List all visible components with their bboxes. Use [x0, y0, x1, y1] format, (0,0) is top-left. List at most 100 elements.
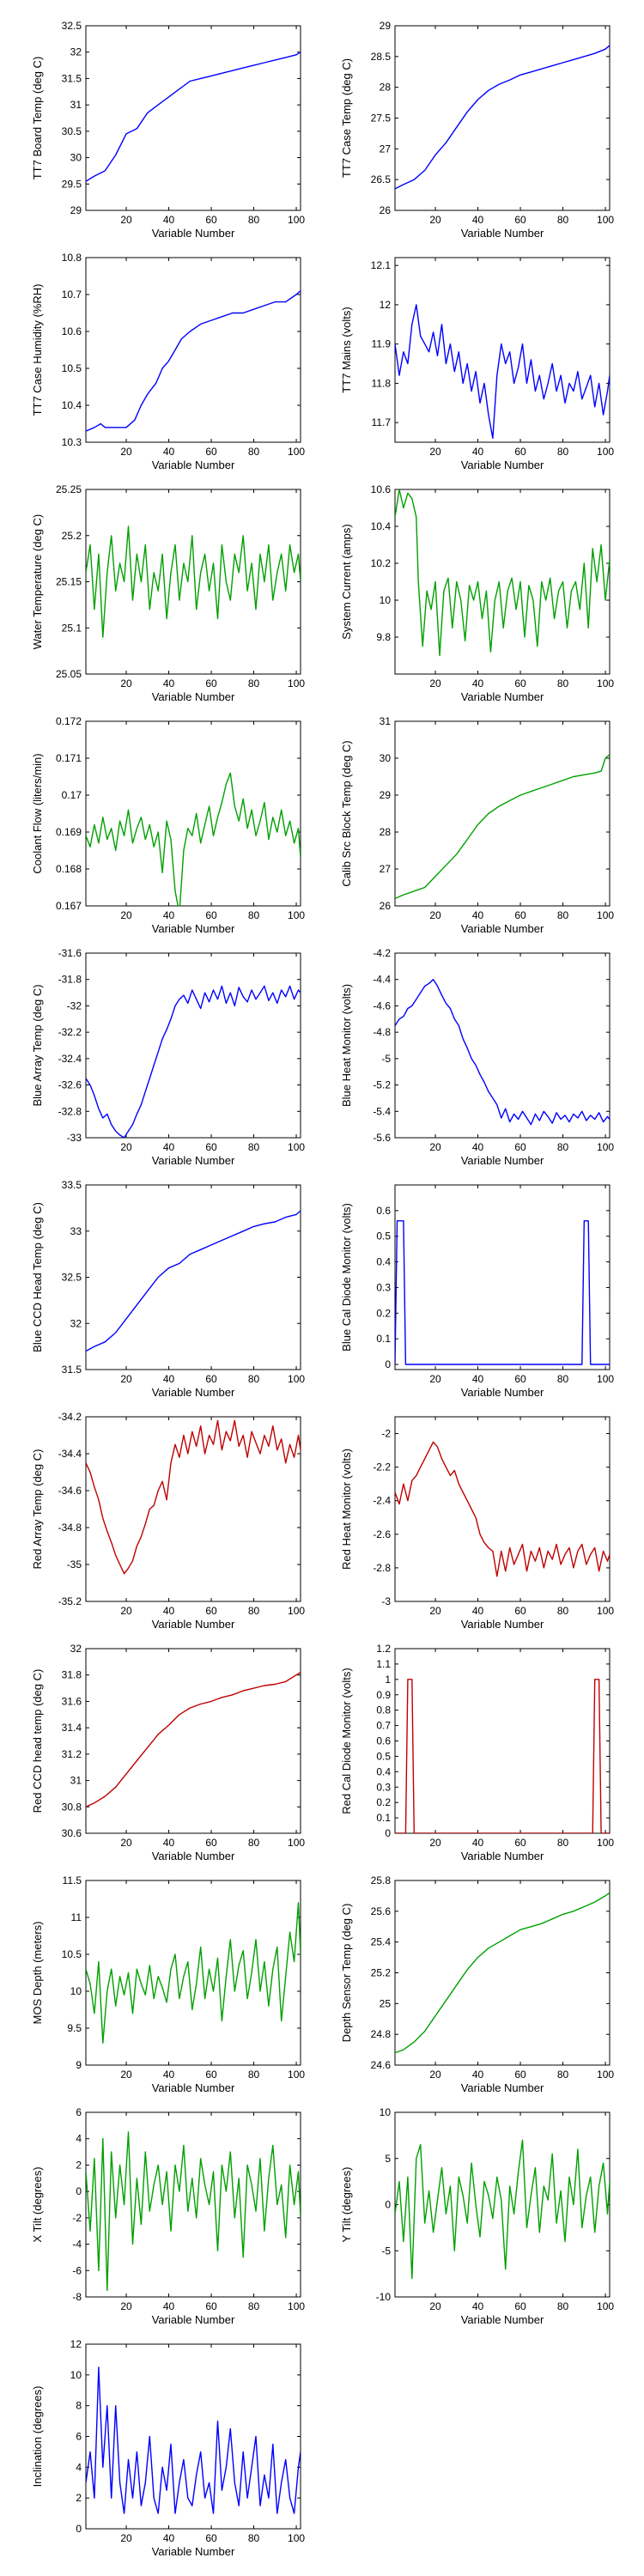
x-tick-label: 80	[557, 2300, 569, 2312]
y-tick-label: -4	[72, 2239, 82, 2251]
y-tick-label: 0	[76, 2523, 82, 2535]
y-tick-label: 0.167	[56, 900, 82, 912]
x-tick-label: 40	[163, 446, 175, 458]
y-tick-label: 11	[71, 1911, 82, 1923]
x-tick-label: 60	[205, 909, 217, 921]
y-tick-label: 24.6	[371, 2059, 392, 2071]
series-line	[395, 1892, 610, 2054]
y-tick-label: -5	[381, 1053, 391, 1065]
y-tick-label: 5	[385, 2153, 391, 2165]
x-tick-label: 100	[288, 1837, 305, 1849]
y-tick-label: 31.5	[62, 1364, 82, 1376]
y-axis-label: Calib Src Block Temp (deg C)	[340, 740, 353, 886]
y-tick-label: -4.6	[373, 999, 391, 1012]
x-tick-label: 20	[120, 2069, 132, 2081]
x-tick-label: 20	[429, 2069, 441, 2081]
y-tick-label: 0.3	[376, 1281, 391, 1293]
y-tick-label: 25.1	[62, 622, 82, 634]
x-tick-label: 20	[120, 1141, 132, 1153]
y-tick-label: 11.9	[372, 338, 392, 350]
y-tick-label: 31.6	[62, 1695, 82, 1707]
y-tick-label: 31	[380, 715, 392, 727]
chart-panel: 20 40 60 80 100 -5.6 -5.4 -5.2 -5 -4.8 -4.6 -4.4 -4.…	[340, 947, 614, 1167]
y-tick-label: 12.1	[371, 259, 392, 271]
x-tick-label: 40	[472, 214, 484, 226]
x-tick-label: 20	[429, 1605, 441, 1617]
series-line	[86, 290, 301, 432]
series-line	[395, 978, 610, 1126]
x-tick-label: 40	[472, 1373, 484, 1385]
y-tick-label: 1.1	[376, 1658, 391, 1670]
chart-panel: 20 40 60 80 100 -10 -5 0 5 10 Variable Number Y Til…	[340, 2106, 614, 2326]
y-axis-label: Red Cal Diode Monitor (volts)	[340, 1668, 353, 1814]
x-tick-label: 100	[288, 2532, 305, 2544]
series-line	[86, 1672, 301, 1807]
x-tick-label: 80	[557, 1605, 569, 1617]
x-tick-label: 80	[248, 446, 260, 458]
x-tick-label: 20	[429, 2300, 441, 2312]
chart-panel: 20 40 60 80 100 -35.2 -35 -34.8 -34.6 -34.4 -34.2 V…	[31, 1411, 305, 1631]
x-tick-label: 60	[205, 214, 217, 226]
x-tick-label: 100	[597, 2300, 614, 2312]
x-tick-label: 80	[557, 2069, 569, 2081]
y-tick-label: 10.4	[371, 520, 392, 532]
y-tick-label: 0.171	[56, 752, 82, 764]
x-tick-label: 80	[248, 1373, 260, 1385]
x-tick-label: 40	[472, 2069, 484, 2081]
y-tick-label: -31.6	[58, 947, 82, 959]
y-tick-label: 28.5	[371, 51, 392, 63]
x-tick-label: 80	[248, 2300, 260, 2312]
y-tick-label: -35	[67, 1558, 82, 1571]
chart-panel: 20 40 60 80 100 -3 -2.8 -2.6 -2.4 -2.2 -2 Variable …	[340, 1416, 614, 1631]
x-tick-label: 80	[557, 1373, 569, 1385]
x-tick-label: 100	[597, 1141, 614, 1153]
x-tick-label: 20	[429, 214, 441, 226]
x-tick-label: 40	[472, 677, 484, 690]
y-tick-label: 26.5	[371, 173, 392, 185]
x-tick-label: 100	[597, 1373, 614, 1385]
y-tick-label: -2.2	[373, 1461, 391, 1473]
y-tick-label: 0.8	[376, 1704, 391, 1716]
y-tick-label: 33.5	[62, 1179, 82, 1191]
y-tick-label: 25.4	[371, 1936, 392, 1948]
chart-panel: 20 40 60 80 100 26 26.5 27 27.5 28 28.5 29 Variable …	[340, 20, 614, 240]
x-tick-label: 20	[120, 2532, 132, 2544]
y-tick-label: -5.2	[373, 1079, 391, 1091]
y-tick-label: 24.8	[371, 2028, 392, 2040]
y-tick-label: -10	[376, 2291, 392, 2303]
y-tick-label: 30.6	[62, 1827, 82, 1839]
y-tick-label: 10	[70, 1985, 82, 1997]
series-line	[395, 2139, 610, 2280]
y-tick-label: 10.3	[62, 436, 82, 448]
y-tick-label: 10.2	[371, 557, 392, 569]
y-tick-label: 9.5	[67, 2022, 82, 2034]
x-axis-label: Variable Number	[461, 227, 544, 240]
x-tick-label: 100	[288, 677, 305, 690]
x-axis-label: Variable Number	[461, 1850, 544, 1862]
y-tick-label: -32	[67, 999, 82, 1012]
x-tick-label: 20	[429, 1373, 441, 1385]
y-axis-label: X Tilt (degrees)	[31, 2166, 44, 2242]
y-tick-label: -6	[72, 2264, 82, 2276]
x-tick-label: 80	[557, 677, 569, 690]
y-tick-label: 25.8	[371, 1874, 392, 1886]
x-tick-label: 60	[514, 909, 526, 921]
x-axis-label: Variable Number	[152, 2545, 235, 2558]
x-tick-label: 20	[429, 1837, 441, 1849]
x-tick-label: 20	[120, 1605, 132, 1617]
y-tick-label: 29	[380, 20, 392, 32]
chart-panel: 20 40 60 80 100 -33 -32.8 -32.6 -32.4 -32.2 -32 -31…	[31, 947, 305, 1167]
y-tick-label: 10	[380, 594, 392, 606]
y-axis-label: TT7 Mains (volts)	[340, 307, 353, 392]
series-line	[395, 1441, 610, 1577]
x-tick-label: 100	[288, 2300, 305, 2312]
x-tick-label: 80	[248, 1837, 260, 1849]
y-tick-label: 25.2	[62, 530, 82, 542]
x-axis-label: Variable Number	[461, 1154, 544, 1167]
y-tick-label: 25.25	[56, 483, 82, 495]
x-tick-label: 100	[288, 2069, 305, 2081]
y-tick-label: 30	[70, 152, 82, 164]
x-tick-label: 100	[288, 1373, 305, 1385]
y-tick-label: -4.2	[373, 947, 391, 959]
plot-frame	[85, 489, 301, 675]
